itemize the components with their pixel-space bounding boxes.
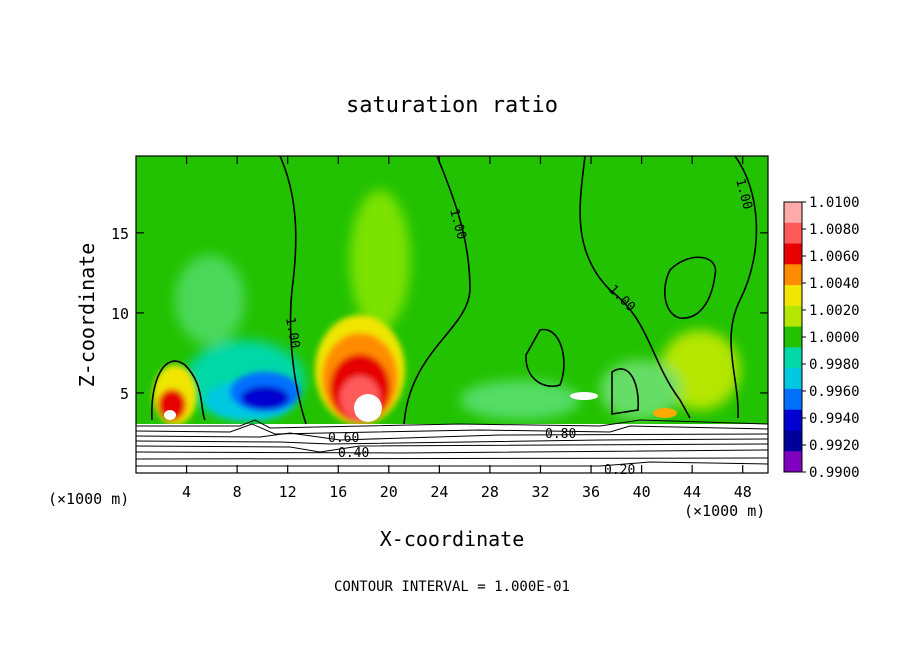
colorbar-swatch (784, 326, 802, 348)
x-axis-label: X-coordinate (380, 527, 525, 551)
colorbar-label: 1.0060 (809, 249, 860, 265)
colorbar-swatch (784, 430, 802, 452)
colorbar-swatch (784, 409, 802, 431)
y-tick-label: 5 (120, 385, 129, 403)
colorbar-swatch (784, 222, 802, 245)
x-tick-label: 28 (481, 483, 499, 501)
plot-frame (135, 155, 769, 474)
colorbar-swatch (784, 347, 802, 369)
colorbar-swatch (784, 388, 802, 411)
contour-label-8: 0.20 (604, 463, 635, 478)
x-tick-label: 20 (380, 483, 398, 501)
footer-contour-interval: CONTOUR INTERVAL = 1.000E-01 (334, 579, 570, 595)
colorbar-swatch (784, 451, 802, 473)
colorbar-label: 0.9960 (809, 384, 860, 400)
colorbar-swatch (784, 305, 802, 328)
colorbar-label: 0.9980 (809, 357, 860, 373)
colorbar-label: 1.0000 (809, 330, 860, 346)
x-tick-label: 12 (279, 483, 297, 501)
y-tick-label: 15 (111, 225, 129, 243)
colorbar-label: 1.0020 (809, 303, 860, 319)
y-tick-label: 10 (111, 305, 129, 323)
x-tick-label: 40 (633, 483, 651, 501)
colorbar-label: 1.0100 (809, 195, 860, 211)
contour-lines (151, 156, 758, 425)
colorbar-label: 0.9920 (809, 438, 860, 454)
colorbar-swatch (784, 243, 802, 265)
x-tick-label: 4 (182, 483, 191, 501)
contour-label-5: 0.80 (545, 427, 576, 442)
x-tick-label: 8 (233, 483, 242, 501)
heatmap-field (136, 156, 768, 473)
colorbar-swatch (784, 202, 802, 224)
x-tick-label: 48 (734, 483, 752, 501)
colorbar: 1.0100 1.0080 1.0060 1.0040 1.0020 1.0000 0.99… (783, 195, 860, 481)
lower-contours (136, 419, 768, 467)
x-axis: 4 8 12 16 20 24 28 32 36 40 44 48 (182, 156, 752, 501)
y-axis: 5 10 15 (111, 225, 768, 403)
x-unit-right: (×1000 m) (684, 502, 765, 520)
colorbar-label: 0.9900 (809, 465, 860, 481)
colorbar-swatch (784, 285, 802, 307)
x-tick-label: 32 (531, 483, 549, 501)
contour-label-7: 0.40 (338, 446, 369, 461)
contour-label-1: 1.00 (282, 316, 302, 349)
colorbar-swatch (784, 264, 802, 286)
colorbar-label: 1.0040 (809, 276, 860, 292)
y-axis-label: Z-coordinate (75, 243, 99, 388)
x-unit-left: (×1000 m) (48, 490, 129, 508)
x-tick-label: 36 (582, 483, 600, 501)
contour-label-6: 0.60 (328, 431, 359, 446)
colorbar-label: 0.9940 (809, 411, 860, 427)
x-tick-label: 16 (329, 483, 347, 501)
chart-title: saturation ratio (346, 93, 558, 118)
colorbar-label: 1.0080 (809, 222, 860, 238)
x-tick-label: 44 (683, 483, 701, 501)
x-tick-label: 24 (430, 483, 448, 501)
colorbar-swatch (784, 368, 802, 390)
